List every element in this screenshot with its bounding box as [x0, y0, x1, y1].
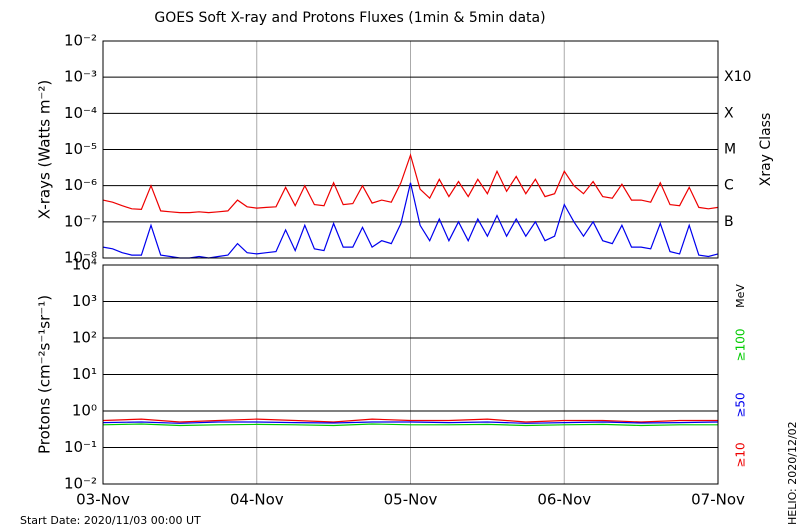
start-date: Start Date: 2020/11/03 00:00 UT — [20, 514, 201, 527]
y-tick-label: 10⁻⁶ — [64, 176, 97, 194]
chart-title: GOES Soft X-ray and Protons Fluxes (1min… — [154, 10, 545, 26]
series-line — [102, 153, 719, 214]
y-tick-label: 10⁻³ — [64, 68, 97, 86]
x-tick-label: 03-Nov — [76, 491, 130, 509]
y-tick-label: 10¹ — [72, 365, 97, 383]
y2-axis-title: Xray Class — [758, 113, 774, 187]
plot-frame — [102, 264, 719, 485]
legend-label: ≥50 — [734, 392, 748, 417]
series-line — [102, 423, 718, 427]
unit-label: MeV — [734, 284, 747, 308]
series-line — [102, 418, 718, 423]
class-label: M — [724, 142, 736, 158]
class-label: B — [724, 214, 734, 230]
x-tick-label: 06-Nov — [537, 491, 591, 509]
y-tick-label: 10⁻¹ — [64, 438, 97, 456]
class-label: X — [724, 105, 734, 121]
legend-label: ≥100 — [734, 329, 748, 362]
x-tick-label: 05-Nov — [384, 491, 438, 509]
y-tick-label: 10⁰ — [72, 402, 97, 420]
x-tick-label: 04-Nov — [230, 491, 284, 509]
y-tick-label: 10⁻⁸ — [64, 249, 97, 267]
y-tick-label: 10⁻⁷ — [64, 212, 97, 230]
helio-date: HELIO: 2020/12/02 — [786, 421, 799, 525]
y-tick-label: 10² — [72, 329, 97, 347]
y-tick-label: 10⁻² — [64, 475, 97, 493]
series-line — [102, 421, 719, 424]
y-tick-label: 10⁻² — [64, 32, 97, 50]
plot-frame — [102, 40, 719, 259]
y-axis-title: X-rays (Watts m⁻²) — [36, 80, 54, 219]
x-tick-label: 07-Nov — [691, 491, 745, 509]
y-tick-label: 10⁻⁴ — [64, 104, 97, 122]
y-tick-label: 10³ — [72, 292, 97, 310]
legend-label: ≥10 — [734, 442, 748, 467]
y-axis-title: Protons (cm⁻²s⁻¹sr⁻¹) — [36, 295, 54, 454]
y-tick-label: 10⁻⁵ — [64, 140, 97, 158]
class-label: C — [724, 178, 734, 194]
y-tick-label: 10⁴ — [72, 256, 97, 274]
class-label: X10 — [724, 69, 751, 85]
